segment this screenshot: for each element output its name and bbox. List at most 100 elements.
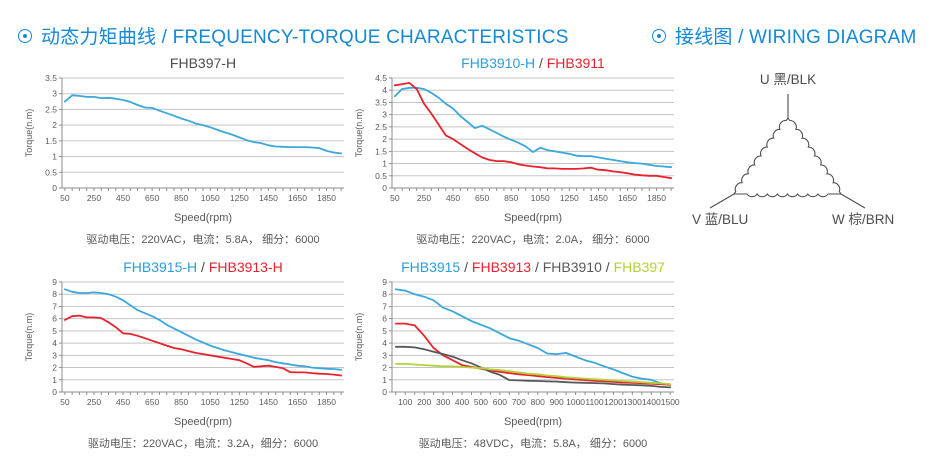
chart-xlabel: Speed(rpm) [503, 212, 563, 224]
chart-xlabel: Speed(rpm) [173, 212, 233, 224]
svg-text:100: 100 [398, 397, 412, 407]
svg-text:6: 6 [52, 314, 57, 324]
svg-text:4: 4 [382, 85, 387, 95]
svg-text:9: 9 [382, 278, 387, 287]
svg-text:9: 9 [52, 278, 57, 287]
svg-text:50: 50 [60, 397, 70, 407]
svg-text:500: 500 [474, 397, 488, 407]
svg-text:8: 8 [52, 289, 57, 299]
svg-text:1250: 1250 [560, 193, 579, 203]
chart-xlabel: Speed(rpm) [503, 416, 563, 428]
section-header-wiring: 接线图 / WIRING DIAGRAM [652, 22, 917, 49]
svg-text:1050: 1050 [531, 193, 550, 203]
svg-text:3.5: 3.5 [45, 74, 57, 83]
svg-text:7: 7 [52, 301, 57, 311]
series-FHB397-H [64, 94, 343, 155]
svg-text:200: 200 [417, 397, 431, 407]
svg-text:1650: 1650 [288, 397, 307, 407]
svg-text:5: 5 [382, 326, 387, 336]
svg-text:1400: 1400 [642, 397, 661, 407]
svg-text:1050: 1050 [201, 193, 220, 203]
chart-caption: 驱动电压：220VAC，电流：3.2A，细分：6000 [87, 438, 319, 450]
svg-text:250: 250 [87, 193, 101, 203]
chart-plot: 0 0.5 1 1.5 2 2.5 3 3.5 50 250 450 650 850 1050 1250 14… [24, 73, 344, 203]
svg-text:450: 450 [116, 397, 130, 407]
svg-text:3.5: 3.5 [375, 97, 387, 107]
svg-text:1850: 1850 [317, 397, 336, 407]
svg-text:1500: 1500 [661, 397, 680, 407]
chart-fhb397-h: FHB397-H 0 0.5 1 1.5 2 2.5 3 3.5 50 250 450 650 850 1… [22, 54, 352, 247]
svg-text:650: 650 [145, 193, 159, 203]
chart-title: FHB397-H [169, 55, 237, 71]
chart-fhb3915-h-fhb3913-h: FHB3915-H / FHB3913-H 0 1 2 3 4 5 6 7 8 9 50 250 450… [22, 258, 352, 451]
svg-text:1: 1 [52, 375, 57, 385]
svg-text:1100: 1100 [585, 397, 604, 407]
svg-text:700: 700 [512, 397, 526, 407]
chart-title: FHB3910-H / FHB3911 [461, 55, 605, 71]
svg-text:8: 8 [382, 289, 387, 299]
svg-text:0: 0 [382, 387, 387, 397]
svg-text:Torque(n.m): Torque(n.m) [24, 313, 34, 362]
svg-text:1: 1 [382, 375, 387, 385]
svg-text:3: 3 [52, 350, 57, 360]
svg-text:650: 650 [475, 193, 489, 203]
svg-text:250: 250 [417, 193, 431, 203]
svg-text:2: 2 [52, 363, 57, 373]
lead-w [840, 193, 866, 209]
svg-text:3: 3 [382, 110, 387, 120]
svg-text:2.5: 2.5 [45, 104, 57, 114]
chart-caption: 驱动电压：220VAC，电流：5.8A， 细分：6000 [86, 234, 320, 246]
lead-v [709, 193, 735, 209]
chart-title: FHB3915 / FHB3913 / FHB3910 / FHB397 [401, 259, 665, 275]
svg-text:4: 4 [52, 338, 57, 348]
svg-text:1250: 1250 [230, 397, 249, 407]
svg-text:450: 450 [116, 193, 130, 203]
svg-text:0.5: 0.5 [375, 171, 387, 181]
chart-title: FHB3915-H / FHB3913-H [123, 259, 283, 275]
svg-text:1850: 1850 [317, 193, 336, 203]
chart-plot: 0 1 2 3 4 5 6 7 8 9 50 250 450 650 850 1050 1250 1450 1650… [24, 277, 344, 407]
svg-text:1650: 1650 [618, 193, 637, 203]
series-FHB3913-H [64, 314, 343, 377]
svg-text:Torque(n.m): Torque(n.m) [354, 313, 364, 362]
chart-fhb3910-h-fhb3911: FHB3910-H / FHB3911 0 0.5 1 1.5 2 2.5 3 3.5 4 4.5… [352, 54, 682, 247]
circled-dot-icon [18, 28, 32, 43]
chart-xlabel: Speed(rpm) [173, 416, 233, 428]
svg-text:2: 2 [382, 134, 387, 144]
chart-caption: 驱动电压：220VAC，电流：2.0A， 细分：6000 [416, 234, 650, 246]
section-title-wiring: 接线图 / WIRING DIAGRAM [675, 27, 917, 48]
svg-text:50: 50 [60, 193, 70, 203]
svg-text:4: 4 [382, 338, 387, 348]
svg-text:3: 3 [382, 350, 387, 360]
terminal-v-label: V 蓝/BLU [692, 212, 748, 227]
series-FHB3910 [394, 345, 672, 389]
svg-text:1300: 1300 [623, 397, 642, 407]
wiring-diagram-delta: U 黑/BLK V 蓝/BLU W 棕/BRN [692, 72, 894, 227]
svg-text:1.5: 1.5 [45, 136, 57, 146]
svg-text:1450: 1450 [589, 193, 608, 203]
svg-text:1450: 1450 [259, 397, 278, 407]
svg-text:800: 800 [531, 397, 545, 407]
svg-text:600: 600 [493, 397, 507, 407]
svg-text:0: 0 [382, 183, 387, 193]
svg-text:450: 450 [446, 193, 460, 203]
svg-text:0.5: 0.5 [45, 167, 57, 177]
svg-text:2: 2 [382, 363, 387, 373]
svg-text:1000: 1000 [566, 397, 585, 407]
svg-text:850: 850 [174, 193, 188, 203]
circled-dot-icon [652, 28, 666, 43]
series-FHB3911 [394, 81, 673, 180]
chart-plot: 0 1 2 3 4 5 6 7 8 9 100 200 300 400 500 600 700 800 900 100… [354, 277, 680, 407]
svg-text:900: 900 [550, 397, 564, 407]
svg-text:1450: 1450 [259, 193, 278, 203]
svg-text:1: 1 [52, 152, 57, 162]
svg-text:3: 3 [52, 89, 57, 99]
series-FHB3910-H [394, 86, 673, 169]
svg-text:Torque(n.m): Torque(n.m) [354, 109, 364, 158]
svg-text:6: 6 [382, 314, 387, 324]
series-FHB397 [394, 363, 672, 385]
svg-text:1: 1 [382, 159, 387, 169]
svg-text:300: 300 [436, 397, 450, 407]
svg-text:850: 850 [174, 397, 188, 407]
